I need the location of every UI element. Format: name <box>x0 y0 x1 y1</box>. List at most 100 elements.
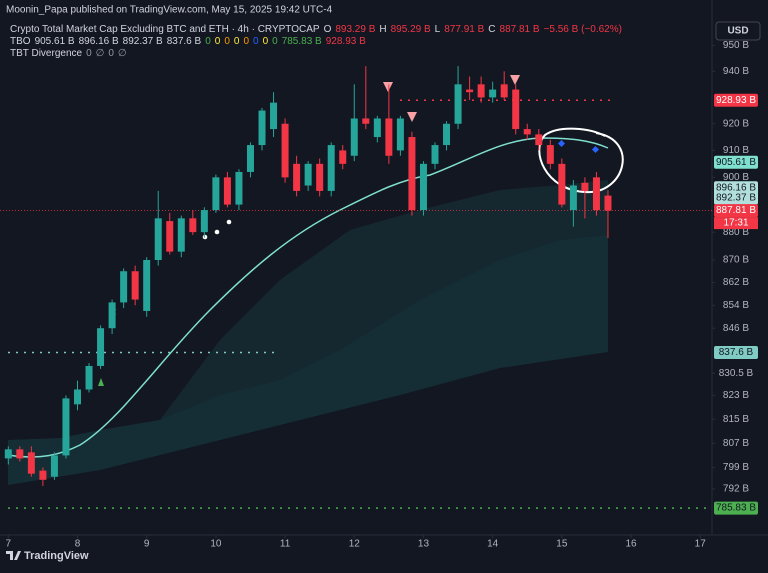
y-tick-label: 823 B <box>723 390 749 401</box>
candle-body <box>443 123 451 146</box>
candle-body <box>235 171 243 205</box>
countdown: 17:31 <box>723 218 748 229</box>
candle-body <box>327 145 335 191</box>
price-badge <box>714 191 758 205</box>
ohlc-label: H <box>379 24 386 35</box>
indicator-value: 0 <box>253 36 259 47</box>
indicator-value: 785.83 B <box>282 36 322 47</box>
candle-body <box>419 163 427 211</box>
y-tick-label: 807 B <box>723 438 749 449</box>
price-badge <box>714 501 758 515</box>
x-tick-label: 17 <box>695 539 707 550</box>
y-tick-label: 900 B <box>723 172 749 183</box>
currency: USD <box>727 26 748 37</box>
candle-body <box>316 163 324 191</box>
candle-body <box>246 145 254 172</box>
x-tick-label: 9 <box>144 539 150 550</box>
candle-body <box>339 150 347 164</box>
x-tick-label: 15 <box>556 539 568 550</box>
indicator-value: 0 <box>215 36 221 47</box>
candle-body <box>604 195 612 211</box>
hand-drawn-circle <box>538 127 624 194</box>
candle-body <box>73 389 81 405</box>
price-badge <box>714 155 758 169</box>
signal-marker <box>591 145 600 154</box>
candle-body <box>592 177 600 211</box>
indicator-value: 0 <box>234 36 240 47</box>
currency-box <box>715 21 761 41</box>
y-tick-label: 799 B <box>723 462 749 473</box>
signal-marker <box>202 234 208 240</box>
candle-body <box>50 455 58 477</box>
x-tick-label: 7 <box>6 539 12 550</box>
y-tick-label: 815 B <box>723 414 749 425</box>
candle-body <box>569 185 577 211</box>
candle-body <box>512 89 520 130</box>
price-badge-label: 928.93 B <box>716 95 756 106</box>
ohlc-value: 893.29 B <box>335 24 375 35</box>
y-tick-label: 854 B <box>723 300 749 311</box>
candle-body <box>16 449 24 459</box>
candle-body <box>212 177 220 211</box>
candle-body <box>62 398 70 456</box>
y-tick-label: 870 B <box>723 255 749 266</box>
signal-marker <box>510 75 520 85</box>
indicator-value: 892.37 B <box>123 36 163 47</box>
candle-body <box>166 221 174 252</box>
candle-body <box>258 110 266 146</box>
ohlc-label: L <box>435 24 441 35</box>
price-badge <box>714 204 758 218</box>
price-badge <box>714 181 758 195</box>
x-tick-label: 16 <box>625 539 637 550</box>
candle-body <box>477 84 485 98</box>
symbol: Crypto Total Market Cap Excluding BTC an… <box>10 24 320 35</box>
candle-body <box>97 328 105 366</box>
signal-marker <box>226 219 232 225</box>
indicator-value: 928.93 B <box>326 36 366 47</box>
indicator-value: 905.61 B <box>35 36 75 47</box>
x-tick-label: 8 <box>75 539 81 550</box>
candle-body <box>85 365 93 390</box>
brand-logo <box>6 551 21 560</box>
candle-body <box>581 182 589 191</box>
indicator-value: 896.16 B <box>79 36 119 47</box>
cloud-fill <box>160 180 608 420</box>
y-tick-label: 920 B <box>723 118 749 129</box>
price-badge <box>714 346 758 360</box>
legend-row: TBT Divergence 0 ∅ 0 ∅ <box>10 48 127 59</box>
signal-marker <box>214 229 220 235</box>
signal-marker <box>383 82 393 92</box>
candle-body <box>431 145 439 164</box>
candle-body <box>108 302 116 329</box>
signal-marker <box>98 378 104 386</box>
price-badge-label: 887.81 B <box>716 205 756 216</box>
candle-body <box>489 89 497 98</box>
candle-body <box>39 470 47 480</box>
x-tick-label: 10 <box>210 539 222 550</box>
y-tick-label: 880 B <box>723 227 749 238</box>
indicator-value: ∅ <box>96 48 105 59</box>
y-tick-label: 950 B <box>723 40 749 51</box>
candle-body <box>350 118 358 156</box>
price-badge-label: 896.16 B <box>716 182 756 193</box>
legend-row: Crypto Total Market Cap Excluding BTC an… <box>10 24 622 35</box>
candle-body <box>281 123 289 178</box>
ohlc-value: 887.81 B <box>500 24 540 35</box>
ohlc-value: 877.91 B <box>444 24 484 35</box>
candle-body <box>408 137 416 211</box>
y-tick-label: 940 B <box>723 66 749 77</box>
indicator-value: 0 <box>272 36 278 47</box>
price-badge <box>714 93 758 107</box>
price-badge-label: 905.61 B <box>716 157 756 168</box>
candle-body <box>200 210 208 233</box>
candle-body <box>466 89 474 93</box>
candle-body <box>558 163 566 205</box>
candle-body <box>396 118 404 151</box>
price-badge-label: 785.83 B <box>716 503 756 514</box>
brand: TradingView <box>24 550 89 562</box>
candle-body <box>189 218 197 233</box>
